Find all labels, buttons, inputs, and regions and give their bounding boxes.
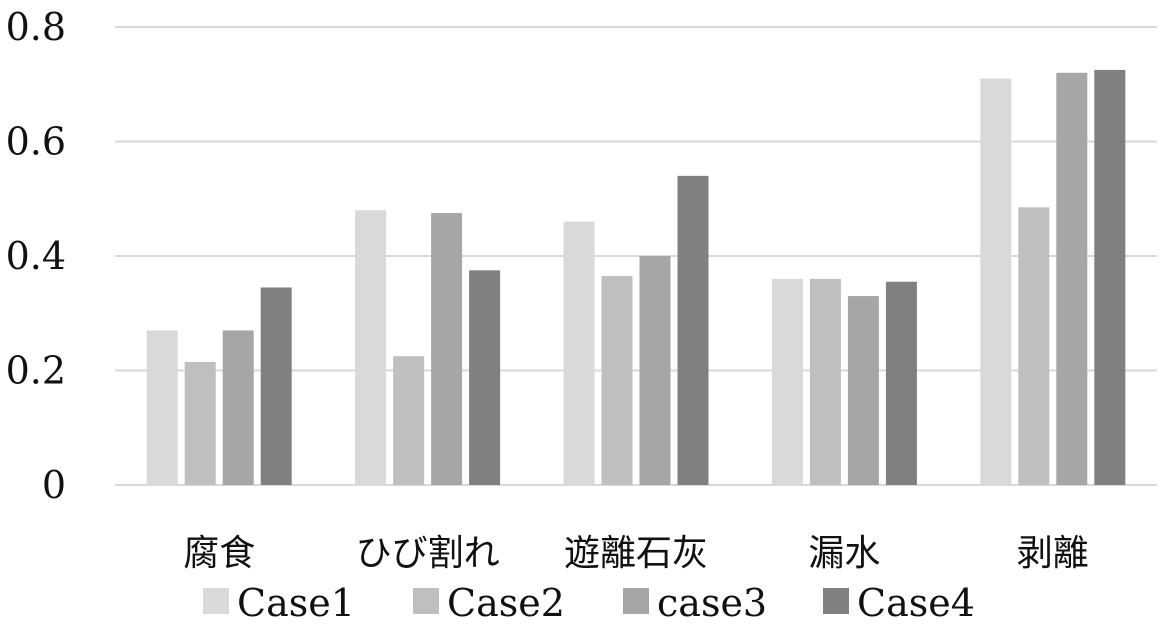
bar-case4-3 (677, 175, 709, 485)
bar-case3-2 (431, 213, 463, 485)
bar-case1-3 (563, 221, 595, 485)
x-category-label: 腐食 (183, 533, 255, 574)
y-tick-label: 0.6 (6, 120, 66, 164)
bar-case1-1 (146, 330, 178, 485)
bar-case2-3 (601, 276, 633, 485)
bar-case2-2 (393, 356, 425, 485)
bar-case1-2 (355, 210, 387, 485)
bar-case4-4 (885, 281, 917, 485)
legend-label-case4: Case4 (857, 581, 975, 625)
x-category-label: 遊離石灰 (564, 533, 708, 574)
y-tick-label: 0.2 (6, 349, 66, 393)
bar-case2-4 (809, 278, 841, 485)
bar-case3-4 (847, 296, 879, 485)
legend-label-case1: Case1 (237, 581, 355, 625)
legend-swatch-case4 (823, 588, 849, 614)
x-category-label: 剥離 (1017, 533, 1089, 574)
bar-case2-1 (184, 361, 216, 485)
legend-swatch-case1 (203, 588, 229, 614)
bar-case1-4 (771, 278, 803, 485)
y-tick-label: 0.8 (6, 5, 66, 49)
legend-label-case2: Case2 (447, 581, 565, 625)
legend-swatch-case2 (413, 588, 439, 614)
bar-case4-5 (1094, 69, 1126, 485)
bar-case1-5 (980, 78, 1012, 486)
bar-case3-5 (1056, 72, 1088, 486)
x-category-label: ひび割れ (356, 533, 500, 574)
legend-swatch-case3 (623, 588, 649, 614)
x-category-label: 漏水 (808, 533, 880, 574)
bar-case4-1 (260, 287, 292, 485)
y-tick-label: 0.4 (6, 234, 66, 278)
bar-case2-5 (1018, 207, 1050, 485)
y-tick-label: 0 (42, 463, 66, 507)
legend-label-case3: case3 (657, 581, 767, 625)
bar-case3-3 (639, 256, 671, 485)
bar-case3-1 (222, 330, 254, 485)
bar-case4-2 (469, 270, 501, 485)
